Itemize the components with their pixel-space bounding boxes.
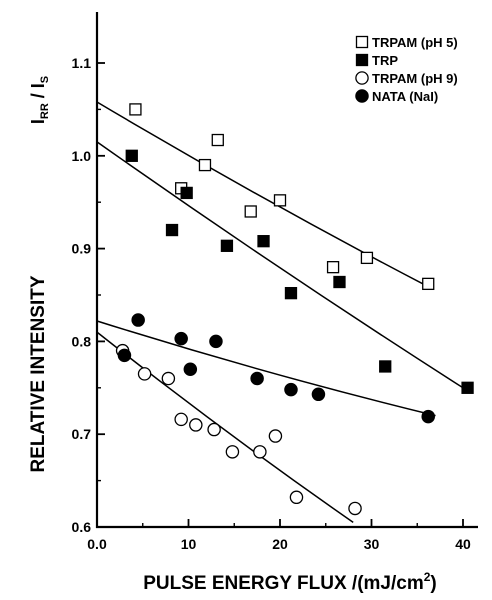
fit-line-0	[96, 101, 427, 287]
data-point-series-3	[174, 331, 188, 346]
legend-marker-3	[355, 89, 369, 103]
data-point-series-0	[129, 103, 142, 116]
data-point-series-2	[189, 418, 203, 432]
y-tick-label: 0.9	[72, 241, 92, 257]
data-point-series-3	[117, 348, 132, 363]
y-tick-label: 1.1	[72, 55, 92, 71]
ratio-slash: / I	[28, 83, 48, 103]
axes	[95, 12, 478, 529]
data-point-series-1	[165, 223, 179, 237]
y-tick-label: 1.0	[72, 148, 92, 164]
data-point-series-3	[311, 387, 326, 402]
data-point-series-3	[284, 382, 298, 397]
x-axis-title-exp: 2	[424, 570, 431, 584]
x-axis-title-close: )	[430, 573, 436, 594]
data-point-series-0	[198, 158, 212, 172]
data-point-series-2	[137, 367, 152, 381]
data-point-series-1	[125, 149, 138, 162]
fit-line-3	[96, 320, 436, 417]
legend-label-3: NATA (NaI)	[372, 89, 438, 104]
legend: TRPAM (pH 5) TRP TRPAM (pH 9) NATA (NaI)	[355, 35, 458, 104]
data-point-series-0	[422, 277, 435, 291]
data-point-series-1	[257, 235, 270, 248]
data-point-series-2	[348, 501, 362, 516]
fit-lines	[96, 101, 464, 523]
data-point-series-1	[461, 381, 474, 394]
svg-text:IRR / IS: IRR / IS	[28, 76, 51, 124]
x-axis-title: PULSE ENERGY FLUX /(mJ/cm2)	[143, 570, 437, 594]
x-ticks: 0.0 10 20 30 40	[87, 519, 471, 552]
x-tick-label: 10	[181, 536, 197, 552]
x-tick-label: 40	[455, 536, 471, 552]
x-tick-label: 0.0	[87, 536, 107, 552]
data-point-series-2	[161, 371, 176, 386]
data-point-series-2	[207, 422, 221, 437]
data-point-series-1	[379, 360, 392, 373]
data-point-series-2	[225, 445, 240, 459]
data-points	[115, 103, 474, 516]
data-point-series-3	[183, 362, 198, 376]
y-tick-label: 0.8	[72, 333, 92, 349]
legend-label-2: TRPAM (pH 9)	[372, 71, 458, 86]
legend-marker-1	[355, 53, 369, 67]
y-axis-ratio-label: IRR / IS	[28, 76, 51, 124]
ratio-numerator-sub: RR	[39, 103, 51, 119]
data-point-series-0	[211, 133, 224, 147]
legend-label-0: TRPAM (pH 5)	[372, 35, 458, 50]
data-point-series-1	[220, 239, 234, 252]
data-point-series-3	[131, 313, 145, 327]
fit-line-2	[96, 331, 354, 523]
data-point-series-2	[289, 490, 304, 505]
data-point-series-2	[174, 412, 188, 427]
svg-text:PULSE ENERGY FLUX /(mJ/cm2): PULSE ENERGY FLUX /(mJ/cm2)	[143, 570, 437, 594]
data-point-series-0	[273, 194, 287, 207]
y-axis-title: RELATIVE INTENSITY	[28, 275, 49, 472]
data-point-series-3	[421, 409, 435, 424]
data-point-series-2	[253, 445, 267, 459]
ratio-denominator-sub: S	[39, 76, 51, 83]
data-point-series-0	[360, 251, 374, 265]
data-point-series-3	[250, 371, 264, 386]
x-axis-title-main: PULSE ENERGY FLUX /(mJ/cm	[143, 573, 424, 594]
y-tick-label: 0.7	[72, 426, 92, 442]
data-point-series-1	[333, 275, 346, 289]
ratio-numerator: I	[28, 119, 48, 124]
data-point-series-1	[180, 186, 193, 200]
legend-marker-0	[355, 35, 369, 49]
x-tick-label: 30	[364, 536, 380, 552]
y-tick-label: 0.6	[72, 519, 92, 535]
data-point-series-2	[268, 429, 283, 443]
y-ticks: 0.6 0.7 0.8 0.9 1.0 1.1	[72, 55, 105, 535]
data-point-series-1	[284, 286, 298, 300]
legend-marker-2	[355, 71, 369, 85]
fit-line-1	[96, 141, 464, 389]
data-point-series-0	[244, 205, 257, 218]
data-point-series-0	[326, 261, 340, 274]
legend-label-1: TRP	[372, 53, 398, 68]
data-point-series-3	[209, 334, 223, 349]
x-tick-label: 20	[272, 536, 288, 552]
